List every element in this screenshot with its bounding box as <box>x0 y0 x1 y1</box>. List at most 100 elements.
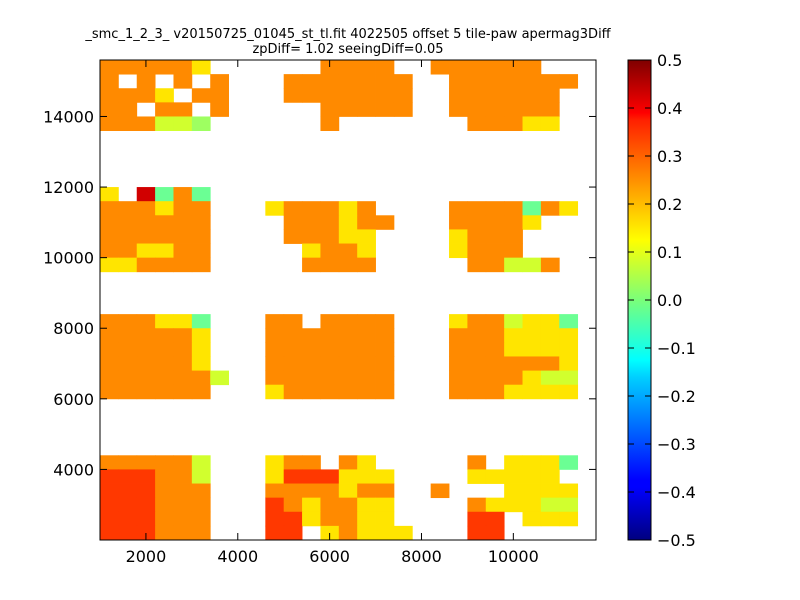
heatmap-cell <box>136 215 156 230</box>
heatmap-cell <box>504 342 523 357</box>
heatmap-cell <box>320 74 340 89</box>
heatmap-cell <box>449 243 468 259</box>
heatmap-cell <box>522 342 542 357</box>
heatmap-cell <box>283 342 303 357</box>
heatmap-cell <box>283 74 303 89</box>
heatmap-cell <box>100 384 119 400</box>
heatmap-cell <box>449 356 468 371</box>
heatmap-cell <box>265 483 285 499</box>
heatmap-cell <box>338 384 358 400</box>
heatmap-cell <box>375 102 395 117</box>
heatmap-cell <box>283 384 303 400</box>
heatmap-cell <box>265 328 285 343</box>
heatmap-cell <box>136 328 156 343</box>
heatmap-cell <box>265 455 285 470</box>
heatmap-cell <box>302 384 321 400</box>
heatmap-cell <box>155 483 174 499</box>
heatmap-cell <box>485 328 505 343</box>
heatmap-cell <box>173 511 193 527</box>
heatmap-cell <box>430 483 450 499</box>
heatmap-cell <box>467 215 487 230</box>
heatmap-cell <box>338 257 358 273</box>
heatmap-cell <box>522 102 542 117</box>
heatmap-cell <box>467 525 487 541</box>
heatmap-cell <box>375 60 395 75</box>
heatmap-cell <box>283 455 303 470</box>
heatmap-cell <box>504 243 523 259</box>
heatmap-cell <box>100 525 119 541</box>
heatmap-cell <box>338 243 358 259</box>
heatmap-cell <box>191 342 211 357</box>
heatmap-cell <box>449 370 468 386</box>
heatmap-cell <box>338 511 358 527</box>
heatmap-cell <box>136 88 156 103</box>
heatmap-cell <box>191 511 211 527</box>
heatmap-cell <box>522 88 542 103</box>
heatmap-cell <box>320 257 340 273</box>
heatmap-cell <box>210 102 229 117</box>
heatmap-cell <box>449 102 468 117</box>
heatmap-cell <box>283 201 303 216</box>
heatmap-cell <box>155 60 174 75</box>
heatmap-cell <box>265 497 285 513</box>
heatmap-cell <box>155 342 174 357</box>
colorbar-tick-label: 0.3 <box>657 147 682 166</box>
heatmap-cell <box>302 74 321 89</box>
heatmap-cell <box>100 243 119 259</box>
heatmap-cell <box>504 215 523 230</box>
heatmap-cell <box>485 511 505 527</box>
heatmap-cell <box>118 314 138 329</box>
heatmap-cell <box>540 201 560 216</box>
heatmap-cell <box>118 497 138 513</box>
heatmap-cell <box>485 525 505 541</box>
heatmap-cell <box>375 370 395 386</box>
heatmap-cell <box>467 102 487 117</box>
heatmap-cell <box>191 243 211 259</box>
heatmap-cell <box>485 215 505 230</box>
heatmap-cell <box>467 356 487 371</box>
heatmap-cell <box>136 511 156 527</box>
heatmap-cell <box>100 469 119 484</box>
heatmap-cell <box>155 88 174 103</box>
heatmap-cell <box>467 88 487 103</box>
heatmap-cell <box>283 525 303 541</box>
heatmap-cell <box>320 497 340 513</box>
heatmap-cell <box>375 215 395 230</box>
heatmap-cell <box>540 88 560 103</box>
heatmap-cell <box>155 455 174 470</box>
heatmap-cell <box>338 229 358 244</box>
heatmap-cell <box>173 455 193 470</box>
heatmap-cell <box>100 60 119 75</box>
heatmap-cell <box>302 511 321 527</box>
heatmap-cell <box>155 328 174 343</box>
heatmap-cell <box>100 116 119 131</box>
heatmap-cell <box>302 229 321 244</box>
heatmap-cell <box>136 229 156 244</box>
heatmap-cell <box>173 314 193 329</box>
heatmap-cell <box>191 497 211 513</box>
heatmap-cell <box>191 215 211 230</box>
heatmap-cell <box>504 384 523 400</box>
heatmap-cell <box>357 469 376 484</box>
heatmap-cell <box>504 60 523 75</box>
heatmap-cell <box>136 116 156 131</box>
heatmap-cell <box>375 314 395 329</box>
heatmap-cell <box>302 483 321 499</box>
heatmap-cell <box>357 314 376 329</box>
heatmap-cell <box>283 229 303 244</box>
heatmap-cell <box>485 469 505 484</box>
heatmap-cell <box>338 314 358 329</box>
heatmap-cell <box>522 497 542 513</box>
heatmap-cell <box>338 215 358 230</box>
heatmap-cell <box>155 257 174 273</box>
heatmap-cell <box>357 74 376 89</box>
heatmap-cell <box>118 525 138 541</box>
heatmap-cell <box>155 384 174 400</box>
heatmap-cell <box>210 370 229 386</box>
heatmap-cell <box>449 328 468 343</box>
heatmap-cell <box>320 314 340 329</box>
heatmap-cell <box>485 201 505 216</box>
heatmap-cell <box>559 497 579 513</box>
heatmap-cell <box>375 356 395 371</box>
heatmap-cell <box>191 314 211 329</box>
